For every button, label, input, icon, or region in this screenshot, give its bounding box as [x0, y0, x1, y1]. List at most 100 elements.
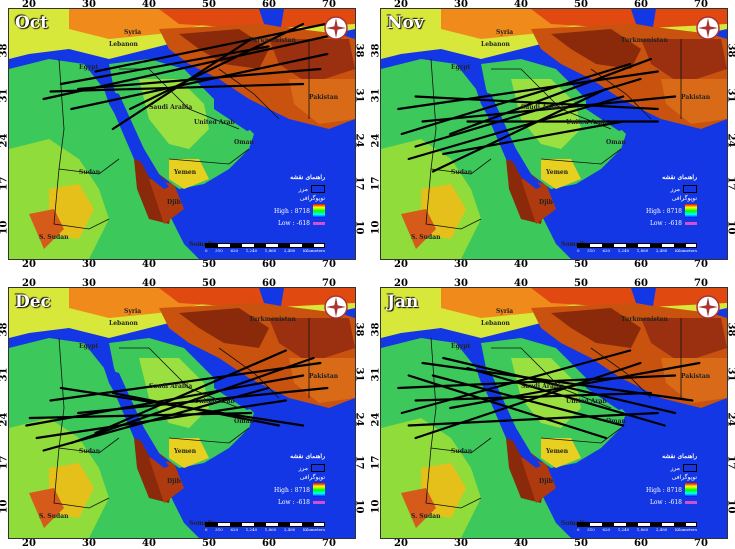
x-tick-label-bottom: 50 [574, 538, 588, 549]
scale-label: 2,480 [283, 527, 296, 532]
legend-border-label: مرز [670, 464, 680, 472]
legend-high-label: High : 8718 [646, 486, 682, 494]
x-tick-label-top: 60 [634, 0, 648, 10]
scale-bar: 0 310 620 1,240 1,860 2,480 Kilometers [577, 522, 697, 532]
x-tick-label-bottom: 20 [394, 538, 408, 549]
border-swatch [683, 464, 697, 472]
label-pakistan: Pakistan [309, 373, 339, 380]
label-egypt: Egypt [79, 64, 99, 71]
x-tick-label-bottom: 70 [322, 259, 336, 270]
map-legend: راهنمای نقشه مرز توپوگرافی High : 8718 L… [255, 174, 325, 229]
legend-border-row: مرز [627, 185, 697, 193]
scale-label: 310 [587, 527, 595, 532]
legend-border-row: مرز [255, 464, 325, 472]
legend-high-label: High : 8718 [274, 486, 310, 494]
low-swatch [685, 222, 697, 225]
scale-bar-labels: 0 310 620 1,240 1,860 2,480 Kilometers [205, 527, 325, 532]
label-djibouti: Djib [539, 199, 553, 206]
scale-label: 2,480 [655, 527, 668, 532]
label-somalia: Somalia [189, 241, 217, 248]
scale-label: 2,480 [283, 248, 296, 253]
legend-high-row: High : 8718 [255, 204, 325, 218]
legend-border-label: مرز [670, 185, 680, 193]
terrain-map [9, 9, 355, 259]
x-tick-label-bottom: 40 [514, 538, 528, 549]
label-egypt: Egypt [451, 64, 471, 71]
label-south-sudan: S. Sudan [39, 513, 69, 520]
x-tick-label-top: 20 [22, 0, 36, 10]
x-tick-label-top: 50 [574, 278, 588, 289]
x-tick-label-bottom: 70 [322, 538, 336, 549]
label-pakistan: Pakistan [681, 373, 711, 380]
label-turkmenistan: Turkmenistan [249, 37, 296, 44]
month-label: Oct [15, 13, 49, 33]
legend-border-row: مرز [627, 464, 697, 472]
x-tick-label-bottom: 60 [262, 259, 276, 270]
x-tick-label-top: 50 [202, 0, 216, 10]
scale-label: 1,860 [636, 248, 649, 253]
legend-title: راهنمای نقشه [290, 174, 325, 181]
scale-bar-graphic [205, 243, 325, 248]
x-tick-label-top: 60 [262, 0, 276, 10]
legend-low-row: Low : -618 [255, 499, 325, 506]
scale-label: 310 [587, 248, 595, 253]
x-tick-label-top: 20 [394, 278, 408, 289]
low-swatch [313, 222, 325, 225]
scale-bar-graphic [577, 243, 697, 248]
label-sudan: Sudan [79, 169, 101, 176]
low-swatch [685, 501, 697, 504]
x-tick-label-bottom: 50 [574, 259, 588, 270]
legend-topo-title-row: توپوگرافی [627, 474, 697, 481]
label-somalia: Somalia [561, 520, 589, 527]
elevation-gradient-swatch [313, 483, 325, 497]
legend-border-label: مرز [298, 464, 308, 472]
map-legend: راهنمای نقشه مرز توپوگرافی High : 8718 L… [255, 453, 325, 508]
border-swatch [311, 464, 325, 472]
x-tick-label-top: 60 [262, 278, 276, 289]
legend-border-label: مرز [298, 185, 308, 193]
x-tick-label-bottom: 20 [22, 259, 36, 270]
scale-label: 0 [577, 527, 580, 532]
month-label: Nov [387, 13, 424, 33]
scale-bar-labels: 0 310 620 1,240 1,860 2,480 Kilometers [577, 248, 697, 253]
x-tick-label-top: 70 [322, 278, 336, 289]
border-swatch [683, 185, 697, 193]
label-sudan: Sudan [79, 448, 101, 455]
label-south-sudan: S. Sudan [39, 234, 69, 241]
scale-label: 1,240 [245, 527, 258, 532]
label-lebanon: Lebanon [481, 41, 510, 48]
map-panel-nov: 20 20 30 30 40 40 50 50 60 60 70 70 38 38 31 31 24 24 17 17… [370, 0, 735, 270]
label-yemen: Yemen [174, 169, 197, 176]
label-syria: Syria [124, 308, 142, 315]
legend-topo-label: توپوگرافی [299, 195, 325, 202]
legend-high-row: High : 8718 [627, 483, 697, 497]
legend-topo-label: توپوگرافی [671, 195, 697, 202]
map-panel-oct: 20 20 30 30 40 40 50 50 60 60 70 70 38 38 31 31 24 24 17 17… [0, 0, 364, 270]
x-tick-label-top: 30 [82, 0, 96, 10]
x-tick-label-bottom: 50 [202, 538, 216, 549]
legend-low-row: Low : -618 [255, 220, 325, 227]
label-saudi-arabia: Saudi Arabia [149, 383, 193, 390]
x-tick-label-top: 40 [142, 0, 156, 10]
map-frame: Nov Egypt Saudi Arabia United Arab Sudan… [380, 8, 728, 260]
x-tick-label-bottom: 30 [454, 538, 468, 549]
legend-high-row: High : 8718 [627, 204, 697, 218]
scale-label: 310 [215, 248, 223, 253]
scale-label: 620 [230, 248, 239, 253]
scale-label: 2,480 [655, 248, 668, 253]
label-pakistan: Pakistan [681, 94, 711, 101]
legend-low-label: Low : -618 [649, 220, 682, 227]
x-tick-label-top: 50 [202, 278, 216, 289]
compass-rose-icon [324, 16, 348, 40]
label-syria: Syria [496, 29, 514, 36]
map-panel-jan: 20 20 30 30 40 40 50 50 60 60 70 70 38 38 31 31 24 24 17 17… [370, 278, 735, 549]
label-pakistan: Pakistan [309, 94, 339, 101]
map-legend: راهنمای نقشه مرز توپوگرافی High : 8718 L… [627, 174, 697, 229]
x-tick-label-bottom: 30 [454, 259, 468, 270]
legend-topo-title-row: توپوگرافی [255, 474, 325, 481]
x-tick-label-top: 40 [142, 278, 156, 289]
compass-rose-icon [696, 295, 720, 319]
legend-topo-title-row: توپوگرافی [627, 195, 697, 202]
x-tick-label-top: 70 [694, 278, 708, 289]
low-swatch [313, 501, 325, 504]
